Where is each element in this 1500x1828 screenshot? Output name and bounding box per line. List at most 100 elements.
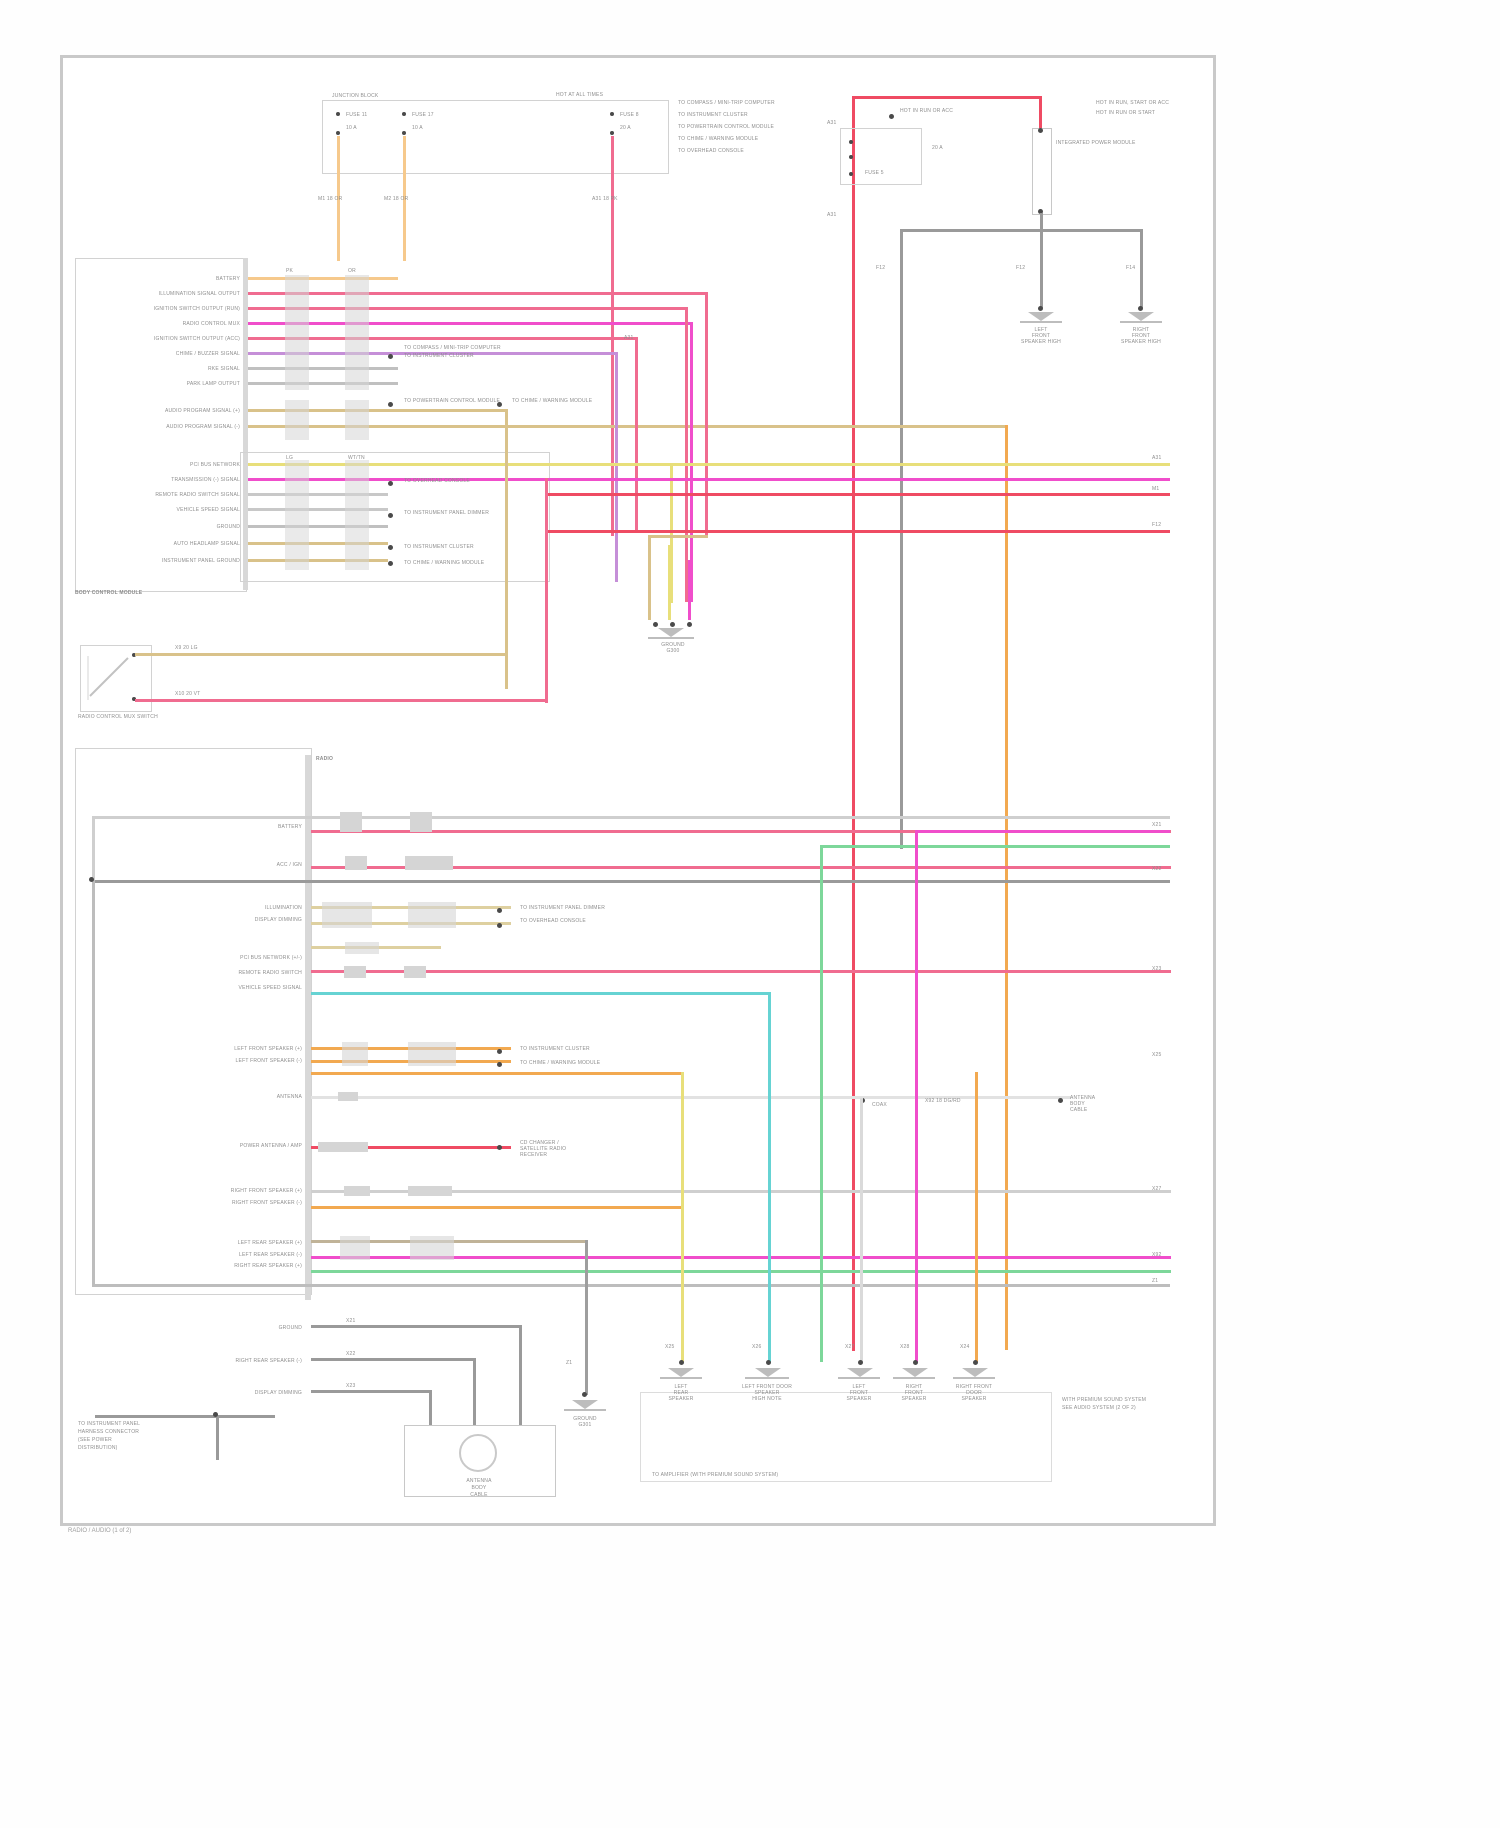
- radio-chip-a: [340, 812, 362, 832]
- radio-chip-b: [410, 812, 432, 832]
- spk2-symbol: [755, 1368, 781, 1377]
- wire-tag-top-red: A31: [827, 120, 837, 126]
- radio-callout-1: TO INSTRUMENT PANEL DIMMER: [520, 905, 606, 911]
- bcm-chip-c: [285, 400, 309, 440]
- spk2-wire-tag: X26: [752, 1344, 762, 1350]
- radio-chip-o: [408, 1186, 452, 1196]
- radio-pin-0: BATTERY: [278, 824, 302, 830]
- g301-dot: [582, 1392, 587, 1397]
- gnd-dot-2: [670, 622, 675, 627]
- spk2-label: LEFT FRONT DOOR SPEAKER HIGH NOTE: [741, 1384, 793, 1402]
- bcm-callout-0: TO COMPASS / MINI-TRIP COMPUTER: [404, 345, 501, 351]
- relay-box: [840, 128, 922, 185]
- radio-wire-pk-3: [311, 970, 1171, 973]
- bcm-wire-vt-3: [248, 322, 693, 325]
- right-tag-3: X21: [1152, 822, 1162, 828]
- radio-wire-gy-3: [311, 1190, 1171, 1193]
- bcm-pin-2: IGNITION SWITCH OUTPUT (RUN): [153, 306, 240, 312]
- radio-callout-dot-4: [497, 1062, 502, 1067]
- right-tag-6: X25: [1152, 1052, 1162, 1058]
- wire-tag-m1: M1 18 OR: [318, 196, 343, 202]
- bot-wire-tag-1: X21: [346, 1318, 356, 1324]
- bot-wire-2v: [473, 1358, 476, 1425]
- mux-wire-pink: [135, 699, 547, 702]
- bcm-chip-e: [285, 460, 309, 570]
- radio-pin-8: LEFT FRONT SPEAKER (-): [235, 1058, 302, 1064]
- bcm-callout-4: TO INSTRUMENT PANEL DIMMER: [404, 510, 490, 516]
- bcm-chip-f: [345, 460, 369, 570]
- radio-wire-gy-4v: [92, 880, 95, 1284]
- drop-gray-c: [585, 1240, 588, 1395]
- radio-pin-9: ANTENNA: [276, 1094, 302, 1100]
- fuse-2-name: FUSE 17: [412, 112, 434, 118]
- bot-wire-2: [311, 1358, 475, 1361]
- ip-note-wire-v: [216, 1415, 219, 1460]
- radio-callout-6: COAX: [872, 1102, 887, 1108]
- g301-bar: [564, 1409, 606, 1411]
- ipm-dot-bot: [1038, 209, 1043, 214]
- spk2-bar: [745, 1377, 789, 1379]
- spk4-dot: [913, 1360, 918, 1365]
- run-tan-1: [505, 409, 508, 689]
- spk3-symbol: [847, 1368, 873, 1377]
- radio-wire-pk-1: [311, 830, 1171, 833]
- spk1-dot: [679, 1360, 684, 1365]
- fuse-1-bot-dot: [336, 131, 340, 135]
- bcm-callout-5: TO INSTRUMENT CLUSTER: [404, 544, 474, 550]
- bcm-wire-pk-1: [248, 292, 708, 295]
- bcm-chip-a: [285, 275, 309, 390]
- bot-wire-3: [311, 1390, 431, 1393]
- relay-rating: 20 A: [932, 145, 943, 151]
- bcm-wire-lg-12: [248, 493, 388, 496]
- drop-magenta-h: [915, 830, 1170, 833]
- fuse-3-rating: 20 A: [620, 125, 631, 131]
- wire-red-down-left: [852, 96, 855, 1351]
- bcm-lpin-5: AUTO HEADLAMP SIGNAL: [173, 541, 240, 547]
- bcm-pin-8: AUDIO PROGRAM SIGNAL (+): [164, 408, 240, 414]
- radio-wire-gn-1: [311, 1270, 1171, 1273]
- fuse-3-name: FUSE 8: [620, 112, 639, 118]
- ground-symbol-g300: [658, 628, 684, 637]
- radio-chip-g: [345, 942, 379, 954]
- wire-tag-a31: A31 18 PK: [592, 196, 618, 202]
- bcm-branch-dot-4: [388, 513, 393, 518]
- spk4-label: RIGHT FRONT SPEAKER: [901, 1384, 927, 1402]
- radio-pin-11: RIGHT FRONT SPEAKER (+): [230, 1188, 302, 1194]
- drop-orange-b: [975, 1072, 978, 1362]
- relay-label: FUSE 5: [865, 170, 884, 176]
- gnd-wire-a-h: [648, 535, 708, 538]
- radio-wire-gy-4: [92, 1284, 1170, 1287]
- radio-wire-cy-1: [311, 992, 771, 995]
- fuse-1-name: FUSE 11: [346, 112, 368, 118]
- radio-pin-1: ACC / IGN: [276, 862, 302, 868]
- bcm-pin-5: CHIME / BUZZER SIGNAL: [175, 351, 240, 357]
- spk3-dot: [858, 1360, 863, 1365]
- bcm-lower-group: [240, 452, 550, 582]
- bcm-lpin-1: TRANSMISSION (-) SIGNAL: [171, 477, 240, 483]
- bcm-wire-tag-3: LG: [286, 455, 294, 461]
- run-pink-2: [685, 307, 688, 602]
- spk1-wire-tag: X25: [665, 1344, 675, 1350]
- mux-switch-glyph: [87, 656, 129, 700]
- bcm-wire-tn-15: [248, 542, 388, 545]
- speaker-group-box: [640, 1392, 1052, 1482]
- bcm-wire-vt-13: [248, 508, 388, 511]
- bcm-branch-dot-5: [388, 545, 393, 550]
- bcm-lpin-3: VEHICLE SPEED SIGNAL: [176, 507, 240, 513]
- bcm-wire-tag-4: WT/TN: [348, 455, 365, 461]
- wire-tag-f14: F14: [1126, 265, 1136, 271]
- fuse-3-bot-dot: [610, 131, 614, 135]
- spk4-symbol: [902, 1368, 928, 1377]
- radio-callout-4: TO CHIME / WARNING MODULE: [520, 1060, 601, 1066]
- radio-pin-5: REMOTE RADIO SWITCH: [238, 970, 302, 976]
- bcm-callout-6: TO CHIME / WARNING MODULE: [404, 560, 485, 566]
- spk5-wire-tag: X24: [960, 1344, 970, 1350]
- run-pink-1: [705, 292, 708, 537]
- bcm-branch-note-2: TO POWERTRAIN CONTROL MODULE: [678, 124, 775, 130]
- bcm-wire-tn-8: [248, 409, 508, 412]
- radio-title: RADIO: [316, 756, 334, 762]
- bcm-wire-tn-16: [248, 559, 388, 562]
- wire-tag-m2: M2 18 OR: [384, 196, 409, 202]
- bcm-branch-note-4: TO OVERHEAD CONSOLE: [678, 148, 744, 154]
